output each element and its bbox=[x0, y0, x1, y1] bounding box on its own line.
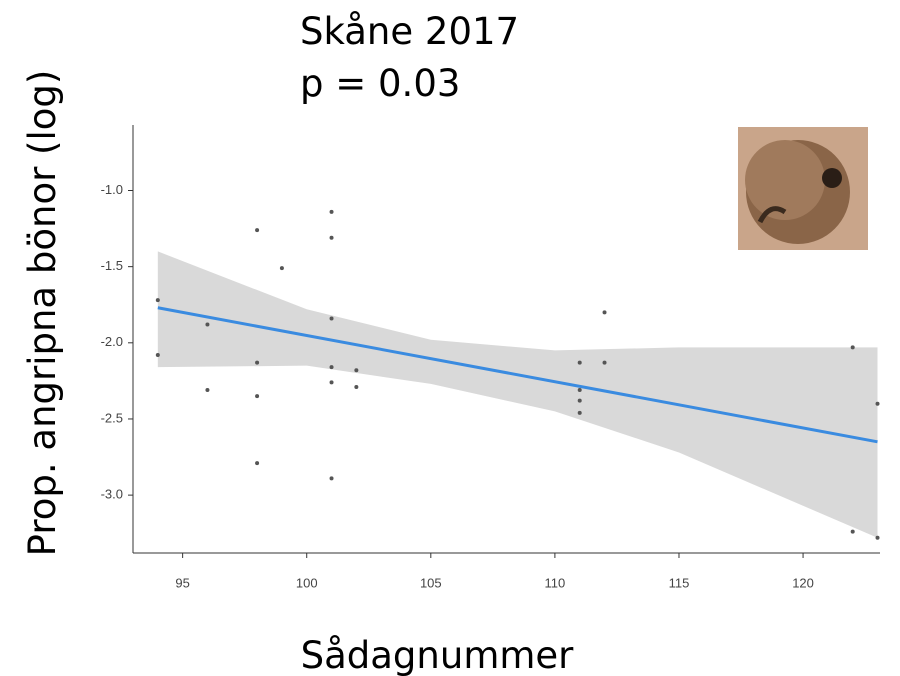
data-point bbox=[577, 360, 582, 365]
data-point bbox=[255, 228, 260, 233]
y-tick-label: -1.5 bbox=[101, 258, 123, 273]
y-tick-label: -2.5 bbox=[101, 410, 123, 425]
data-point bbox=[329, 209, 334, 214]
data-point bbox=[850, 345, 855, 350]
y-tick-label: -1.0 bbox=[101, 182, 123, 197]
data-point bbox=[329, 476, 334, 481]
data-point bbox=[279, 266, 284, 271]
photo-inset bbox=[738, 127, 868, 250]
x-tick-label: 105 bbox=[420, 575, 442, 590]
x-tick-label: 95 bbox=[175, 575, 189, 590]
data-point bbox=[155, 352, 160, 357]
data-point bbox=[255, 394, 260, 399]
x-tick-label: 110 bbox=[545, 575, 566, 590]
data-point bbox=[354, 384, 359, 389]
data-point bbox=[875, 535, 880, 540]
chart-subtitle: p = 0.03 bbox=[300, 62, 460, 105]
data-point bbox=[577, 410, 582, 415]
data-point bbox=[329, 316, 334, 321]
data-point bbox=[205, 388, 210, 393]
data-point bbox=[329, 365, 334, 370]
data-point bbox=[602, 310, 607, 315]
x-tick-label: 120 bbox=[792, 575, 814, 590]
regression-line bbox=[157, 306, 878, 444]
data-point bbox=[329, 235, 334, 240]
data-point bbox=[155, 298, 160, 303]
data-point bbox=[577, 388, 582, 393]
data-point bbox=[255, 461, 260, 466]
x-axis-label: Sådagnummer bbox=[301, 634, 575, 676]
chart-title: Skåne 2017 bbox=[300, 10, 519, 53]
plot-area: -1.0 -1.5 -2.0 -2.5 -3.0 95 100 105 110 115 120 bbox=[101, 125, 880, 590]
data-point bbox=[577, 398, 582, 403]
data-point bbox=[354, 368, 359, 373]
data-point bbox=[255, 360, 260, 365]
data-point bbox=[875, 401, 880, 406]
confidence-band bbox=[157, 251, 878, 538]
x-tick-label: 115 bbox=[669, 575, 690, 590]
x-tick-label: 100 bbox=[296, 575, 318, 590]
y-tick-label: -3.0 bbox=[101, 487, 123, 502]
data-point bbox=[850, 529, 855, 534]
y-axis-label: Prop. angripna bönor (log) bbox=[21, 70, 64, 557]
y-tick-label: -2.0 bbox=[101, 334, 123, 349]
data-point bbox=[602, 360, 607, 365]
data-point bbox=[329, 380, 334, 385]
data-point bbox=[205, 322, 210, 327]
